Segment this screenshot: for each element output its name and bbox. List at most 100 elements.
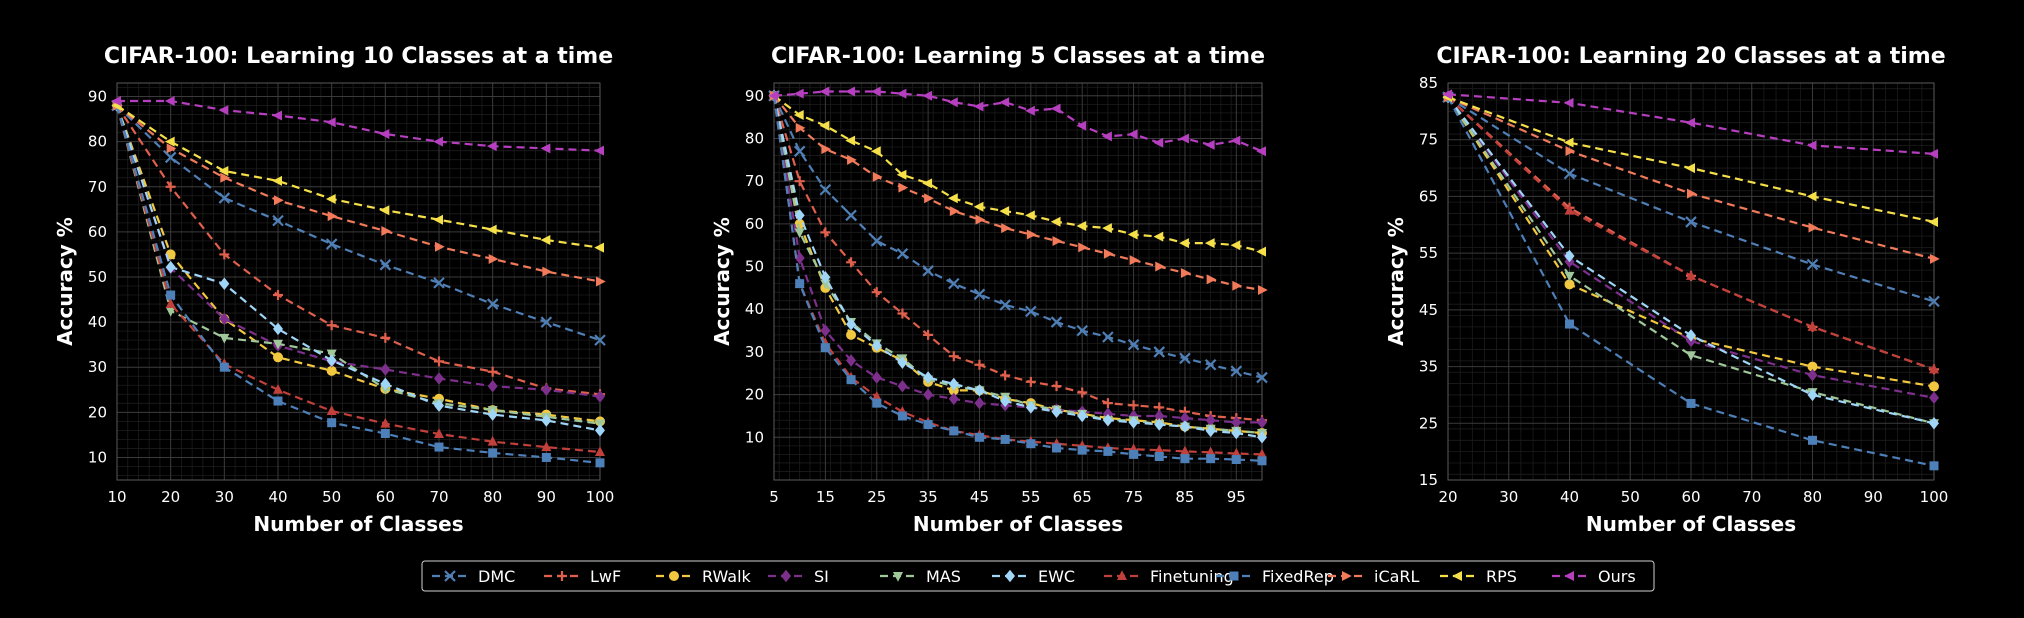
data-point-rwalk <box>1564 279 1575 290</box>
legend: DMC LwF RWalk SI MAS EWC Finetuning FixedRep iCa… <box>421 560 1655 592</box>
data-point-si <box>948 392 959 406</box>
data-point-rps <box>1050 216 1061 227</box>
data-point-icarl <box>435 241 445 252</box>
data-point-dmc <box>948 277 960 290</box>
y-tick-label: 60 <box>745 215 764 233</box>
data-point-dmc <box>999 299 1011 311</box>
data-point-rps <box>1025 210 1035 221</box>
data-point-si <box>1807 368 1818 382</box>
data-point-ewc <box>1102 413 1113 427</box>
y-tick-label: 90 <box>745 87 764 105</box>
data-point-ours <box>1179 133 1189 144</box>
series-line-finetuning <box>115 105 601 454</box>
data-point-si <box>1154 409 1165 423</box>
data-point-dmc <box>973 288 986 301</box>
data-point-ewc <box>923 371 934 384</box>
data-point-fixedrep <box>434 442 444 452</box>
data-point-lwf <box>1051 381 1062 392</box>
data-point-lwf <box>1025 376 1036 387</box>
data-point-ewc <box>1025 401 1036 414</box>
data-point-si <box>595 390 605 403</box>
data-point-icarl <box>381 225 392 236</box>
data-point-ewc <box>871 339 882 352</box>
data-point-fixedrep <box>1257 456 1267 466</box>
data-point-dmc <box>845 209 857 222</box>
data-point-fixedrep <box>1231 455 1241 465</box>
data-point-lwf <box>326 320 337 331</box>
data-point-finetuning <box>1179 445 1190 456</box>
data-point-lwf <box>1077 387 1088 398</box>
data-point-ours <box>973 101 984 112</box>
data-point-ours <box>164 96 175 107</box>
data-point-ewc <box>1807 388 1818 402</box>
data-point-icarl <box>847 154 857 165</box>
x-tick-label: 40 <box>268 488 287 506</box>
data-point-rps <box>272 175 282 186</box>
x-tick-label: 90 <box>1864 488 1883 506</box>
data-point-dmc <box>1230 365 1243 377</box>
data-point-fixedrep <box>872 398 882 408</box>
data-point-icarl <box>220 172 231 183</box>
data-point-dmc <box>1025 305 1037 318</box>
data-point-rps <box>1204 238 1215 249</box>
data-point-rps <box>1153 231 1164 242</box>
data-point-rps <box>793 110 804 121</box>
data-point-dmc <box>1127 338 1140 351</box>
data-point-rwalk <box>273 352 283 363</box>
data-point-fixedrep <box>1077 445 1087 455</box>
data-point-rps <box>1127 229 1138 240</box>
data-point-fixedrep <box>1000 434 1010 444</box>
data-point-ours <box>1050 103 1061 114</box>
legend-marker <box>669 571 679 581</box>
data-point-icarl <box>596 276 606 287</box>
x-tick-label: 35 <box>919 488 938 506</box>
data-point-fixedrep <box>595 458 605 468</box>
data-point-dmc <box>1179 352 1191 365</box>
data-point-rps <box>594 242 604 253</box>
data-point-si <box>487 379 498 393</box>
data-point-dmc <box>1806 258 1819 271</box>
legend-label: RPS <box>1486 567 1517 586</box>
data-point-ewc <box>1686 329 1696 342</box>
data-point-fixedrep <box>166 290 176 300</box>
x-tick-label: 60 <box>1681 488 1700 506</box>
y-tick-label: 75 <box>1419 131 1438 149</box>
data-point-fixedrep <box>974 432 984 442</box>
data-point-dmc <box>594 334 606 346</box>
series-line-fixedrep <box>115 105 601 464</box>
data-point-ours <box>433 136 443 147</box>
legend-label: SI <box>814 567 829 586</box>
data-point-fixedrep <box>820 343 830 353</box>
data-point-rwalk <box>794 218 805 229</box>
data-point-dmc <box>870 235 883 247</box>
data-point-fixedrep <box>795 279 805 289</box>
data-point-ours <box>540 143 551 154</box>
data-point-dmc <box>1153 346 1166 358</box>
data-point-lwf <box>974 359 985 370</box>
data-point-icarl <box>1808 222 1819 233</box>
data-point-dmc <box>922 265 934 277</box>
series-line-lwf <box>116 104 601 396</box>
y-tick-label: 70 <box>745 172 764 190</box>
data-point-icarl <box>949 206 960 217</box>
data-point-icarl <box>1052 235 1063 246</box>
data-point-ours <box>1230 135 1241 146</box>
data-point-rps <box>1928 216 1938 227</box>
data-point-finetuning <box>1686 270 1696 280</box>
data-point-icarl <box>872 171 883 182</box>
y-axis-label: Accuracy % <box>710 217 734 346</box>
data-point-finetuning <box>1564 204 1575 215</box>
series-rps <box>1442 92 1938 227</box>
x-tick-label: 10 <box>107 488 126 506</box>
legend-label: Finetuning <box>1150 567 1234 586</box>
data-point-ours <box>1442 89 1452 100</box>
y-tick-label: 25 <box>1419 414 1438 432</box>
data-point-icarl <box>166 143 177 154</box>
data-point-dmc <box>379 259 392 271</box>
data-point-rps <box>1563 137 1574 148</box>
y-tick-label: 40 <box>88 313 107 331</box>
data-point-icarl <box>1180 267 1191 278</box>
legend-marker <box>1452 571 1462 581</box>
legend-label: RWalk <box>702 567 752 586</box>
legend-item-fixedrep: FixedRep <box>1216 567 1334 586</box>
